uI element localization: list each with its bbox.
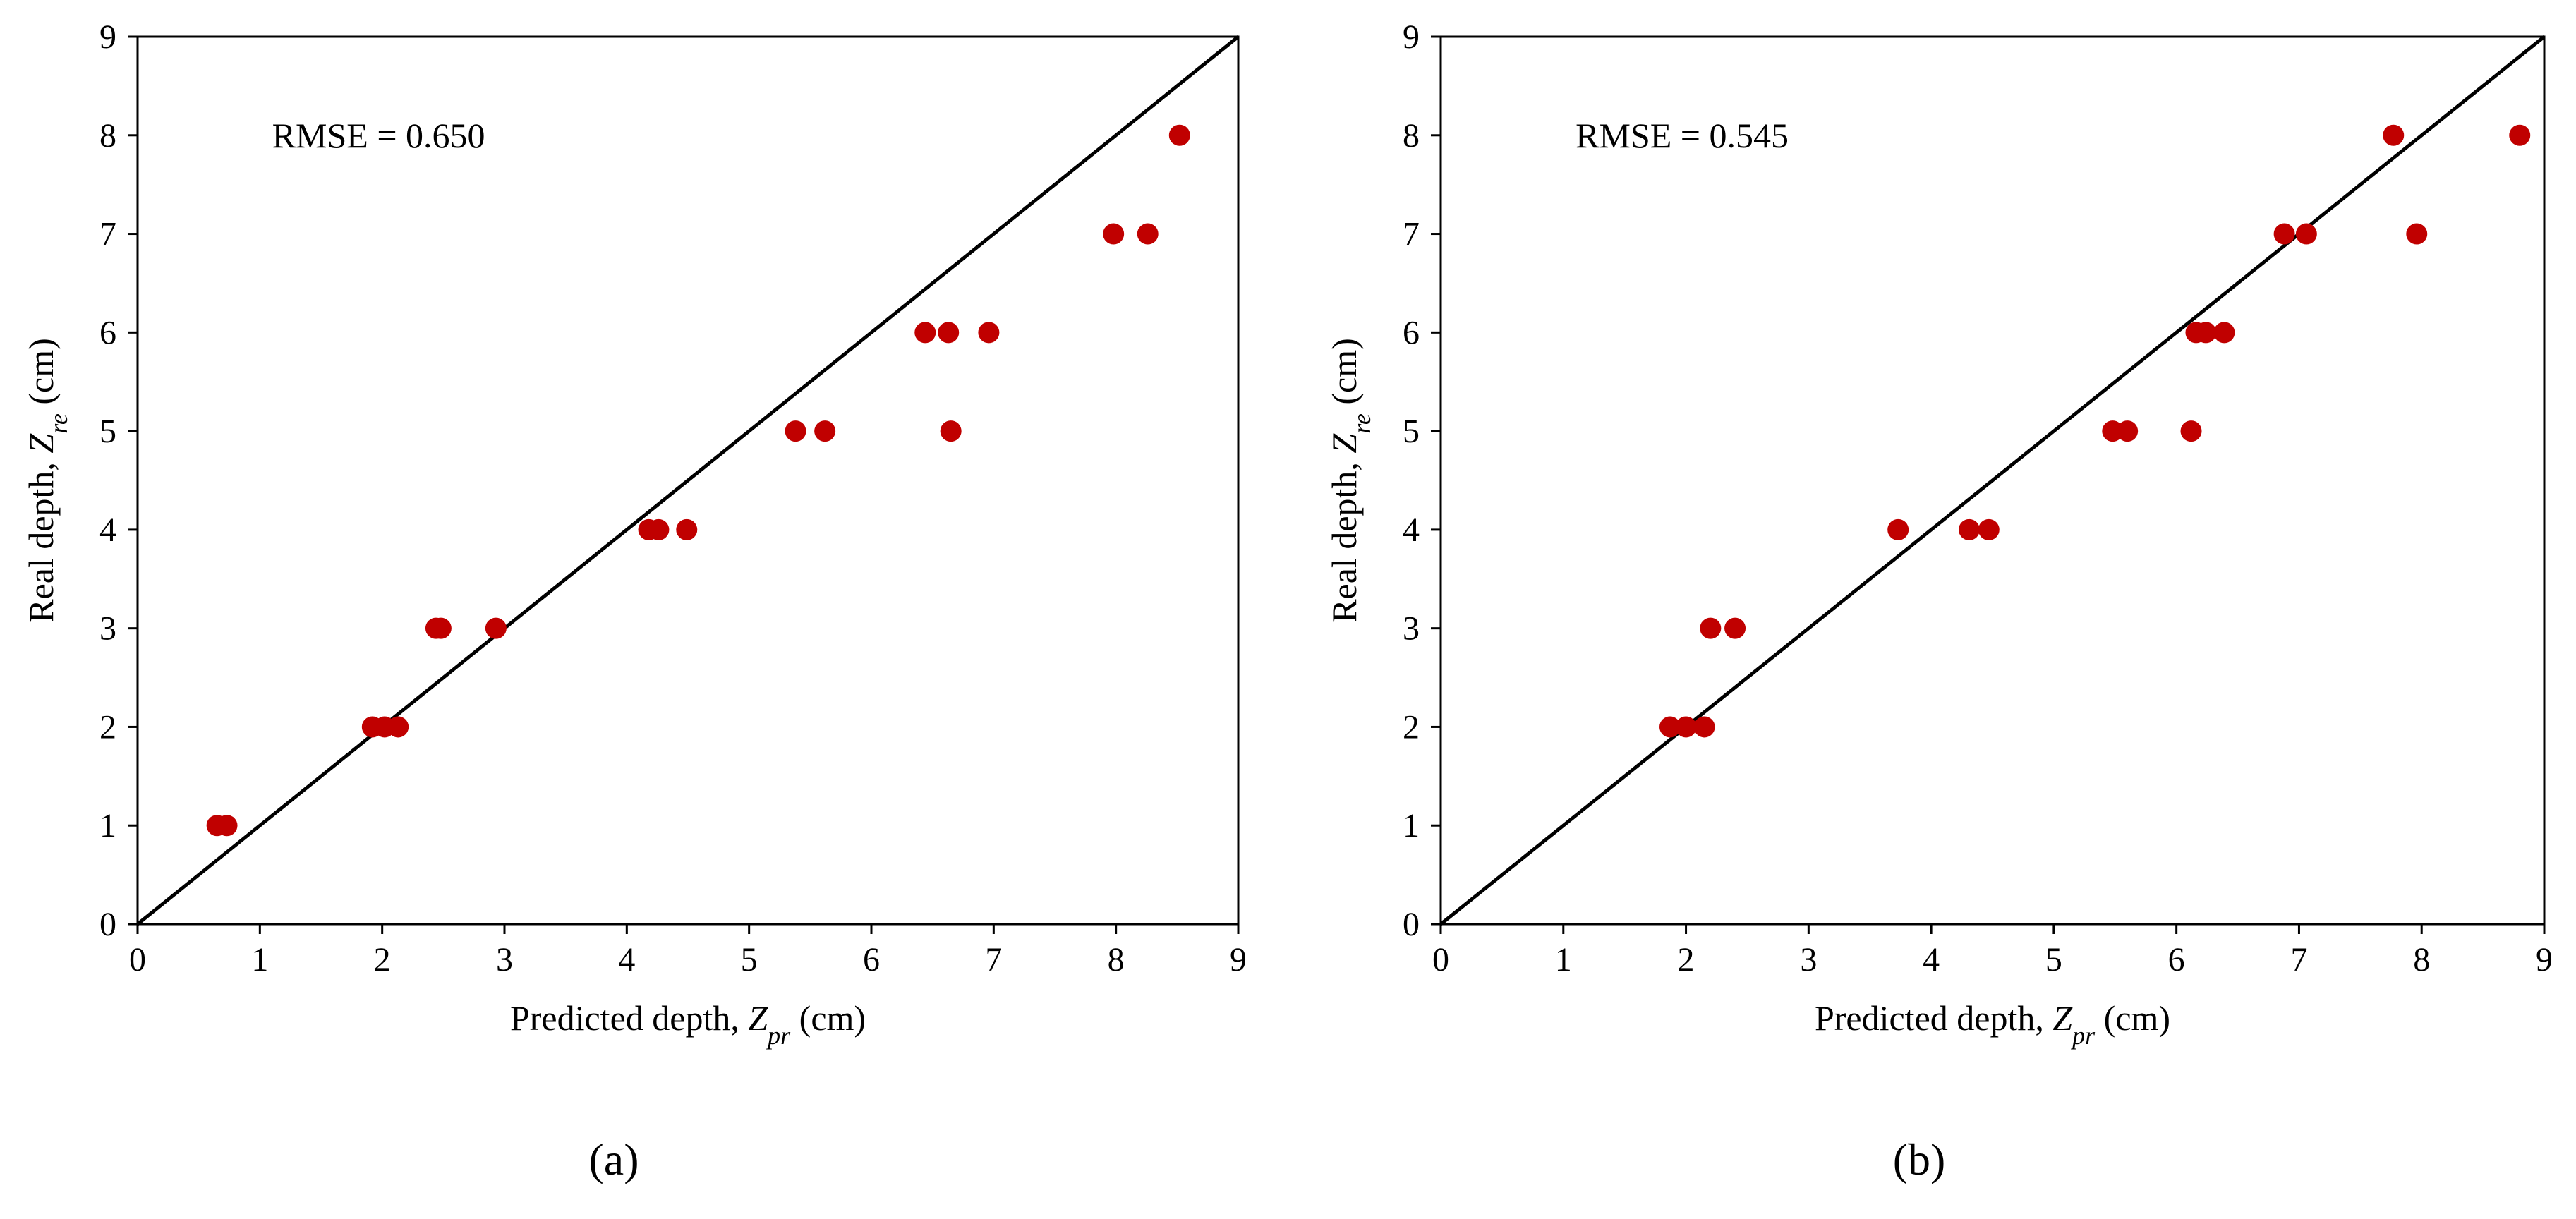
data-point [1978,518,2000,540]
data-point [1168,124,1190,146]
x-tick-label: 0 [1432,941,1449,978]
y-axis-label: Real depth, Zre (cm) [1324,338,1376,623]
x-tick-label: 5 [2045,941,2062,978]
data-point [2213,322,2235,344]
y-tick-label: 1 [1403,807,1420,844]
y-tick-label: 5 [1403,413,1420,450]
data-point [2102,420,2124,442]
y-tick-label: 6 [1403,314,1420,351]
data-point [2273,223,2295,245]
y-tick-label: 6 [99,314,116,351]
plot-frame [136,35,1240,926]
reference-line-1-to-1 [136,35,1240,926]
y-tick-label: 0 [99,906,116,943]
data-point [2383,124,2405,146]
y-tick-label: 8 [99,117,116,154]
x-tick-label: 8 [2413,941,2430,978]
data-point [2295,223,2317,245]
x-tick-label: 9 [2536,941,2553,978]
y-tick-label: 5 [99,413,116,450]
data-point [648,518,670,540]
x-tick-label: 4 [618,941,635,978]
data-point [1700,617,1722,639]
data-point [914,322,936,344]
x-tick-label: 1 [251,941,268,978]
rmse-annotation: RMSE = 0.650 [272,116,485,155]
y-axis-label: Real depth, Zre (cm) [21,338,73,623]
y-tick-label: 7 [1403,216,1420,253]
y-tick-label: 7 [99,216,116,253]
y-tick-label: 4 [1403,511,1420,549]
y-tick-label: 2 [99,708,116,746]
data-point [485,617,507,639]
data-point [2117,420,2139,442]
y-tick-label: 3 [99,610,116,648]
data-point [2509,124,2531,146]
chart-panel-b: 0 1 2 3 4 5 6 7 8 9 0 1 2 3 4 5 6 7 8 9 RMSE = 0.545 Predicte… [1324,18,2553,1184]
data-point [1137,223,1159,245]
x-tick-label: 4 [1923,941,1940,978]
plot-frame [1439,35,2546,926]
x-tick-label: 3 [496,941,513,978]
data-point [938,322,960,344]
panel-caption: (b) [1893,1134,1946,1184]
data-point [2195,322,2217,344]
data-point [978,322,1000,344]
x-tick-label: 6 [2168,941,2185,978]
x-tick-label: 2 [374,941,391,978]
y-tick-label: 9 [1403,18,1420,56]
x-tick-label: 7 [2290,941,2307,978]
data-point [430,617,452,639]
data-point [1675,716,1697,738]
x-tick-label: 1 [1555,941,1572,978]
x-tick-label: 2 [1678,941,1695,978]
y-tick-label: 3 [1403,610,1420,648]
data-point [1659,716,1681,738]
data-point [216,815,238,837]
x-axis-label: Predicted depth, Zpr (cm) [510,998,866,1050]
data-point [2180,420,2202,442]
x-tick-label: 9 [1230,941,1247,978]
x-tick-label: 8 [1108,941,1125,978]
y-tick-label: 0 [1403,906,1420,943]
reference-line-1-to-1 [1439,35,2546,926]
y-tick-label: 1 [99,807,116,844]
x-tick-label: 3 [1800,941,1817,978]
data-point [785,420,806,442]
data-point [1693,716,1715,738]
data-point [940,420,962,442]
data-point [1724,617,1746,639]
x-tick-label: 5 [741,941,758,978]
rmse-annotation: RMSE = 0.545 [1576,116,1789,155]
data-point [676,518,698,540]
x-tick-label: 6 [863,941,880,978]
data-point [387,716,409,738]
y-tick-label: 4 [99,511,116,549]
data-point [1958,518,1980,540]
data-point [814,420,836,442]
x-tick-label: 0 [129,941,146,978]
data-point [1887,518,1909,540]
data-point [2406,223,2428,245]
panel-caption: (a) [588,1134,639,1184]
data-point [1103,223,1125,245]
x-tick-label: 7 [985,941,1002,978]
chart-panel-a: 0 1 2 3 4 5 6 7 8 9 0 1 2 3 4 5 6 7 8 9 RMSE = 0.650 Predicte… [21,18,1247,1184]
y-tick-label: 9 [99,18,116,56]
x-axis-label: Predicted depth, Zpr (cm) [1815,998,2170,1050]
y-tick-label: 2 [1403,708,1420,746]
y-tick-label: 8 [1403,117,1420,154]
